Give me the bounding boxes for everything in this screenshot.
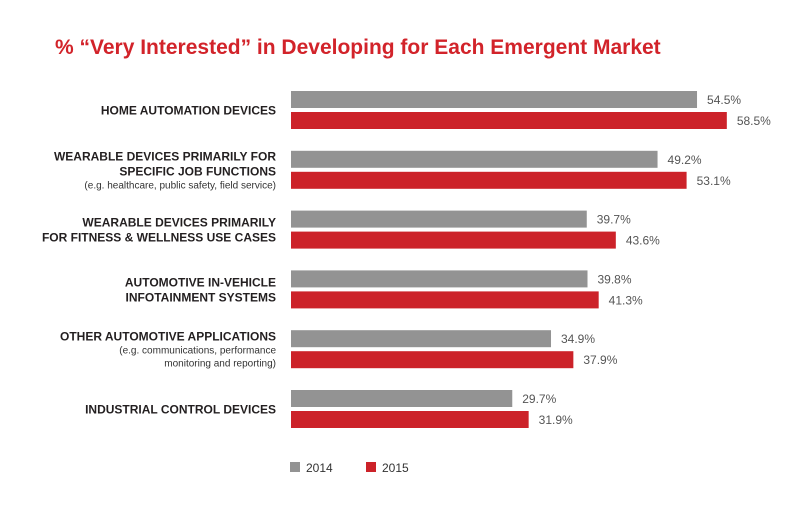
category-sublabel: monitoring and reporting) (164, 359, 276, 370)
category-label: HOME AUTOMATION DEVICES (101, 104, 276, 118)
legend-label: 2015 (382, 461, 409, 475)
data-label: 49.2% (668, 153, 702, 167)
bar-2015 (291, 171, 687, 189)
bar-2015 (291, 351, 574, 369)
data-label: 41.3% (609, 293, 643, 307)
data-label: 39.7% (597, 213, 631, 227)
category-sublabel: (e.g. communications, performance (119, 346, 276, 357)
category-label: INFOTAINMENT SYSTEMS (126, 290, 276, 304)
category-label: OTHER AUTOMOTIVE APPLICATIONS (60, 330, 276, 344)
bar-2015 (291, 291, 599, 309)
category-label: SPECIFIC JOB FUNCTIONS (119, 164, 276, 178)
data-label: 43.6% (626, 234, 660, 248)
bar-2014 (291, 91, 698, 108)
data-label: 34.9% (561, 332, 595, 346)
data-label: 31.9% (539, 413, 573, 427)
legend-swatch-2015 (366, 462, 376, 472)
bar-2014 (291, 330, 552, 348)
bar-2015 (291, 411, 529, 428)
bar-2014 (291, 210, 587, 228)
category-sublabel: (e.g. healthcare, public safety, field s… (84, 180, 276, 191)
data-label: 58.5% (737, 114, 771, 128)
category-label: INDUSTRIAL CONTROL DEVICES (85, 403, 276, 417)
bar-2014 (291, 270, 588, 288)
legend-swatch-2014 (290, 462, 300, 472)
category-label: WEARABLE DEVICES PRIMARILY (82, 216, 276, 230)
bar-2015 (291, 112, 727, 129)
legend-label: 2014 (306, 461, 333, 475)
bar-2015 (291, 231, 616, 249)
data-label: 39.8% (598, 272, 632, 286)
bar-2014 (291, 150, 658, 168)
data-label: 37.9% (583, 353, 617, 367)
category-label: WEARABLE DEVICES PRIMARILY FOR (54, 149, 276, 163)
bar-2014 (291, 390, 513, 407)
category-label: FOR FITNESS & WELLNESS USE CASES (42, 231, 276, 245)
data-label: 29.7% (522, 392, 556, 406)
data-label: 54.5% (707, 93, 741, 107)
chart-title: % “Very Interested” in Developing for Ea… (55, 36, 661, 59)
data-label: 53.1% (697, 174, 731, 188)
category-label: AUTOMOTIVE IN-VEHICLE (125, 275, 276, 289)
